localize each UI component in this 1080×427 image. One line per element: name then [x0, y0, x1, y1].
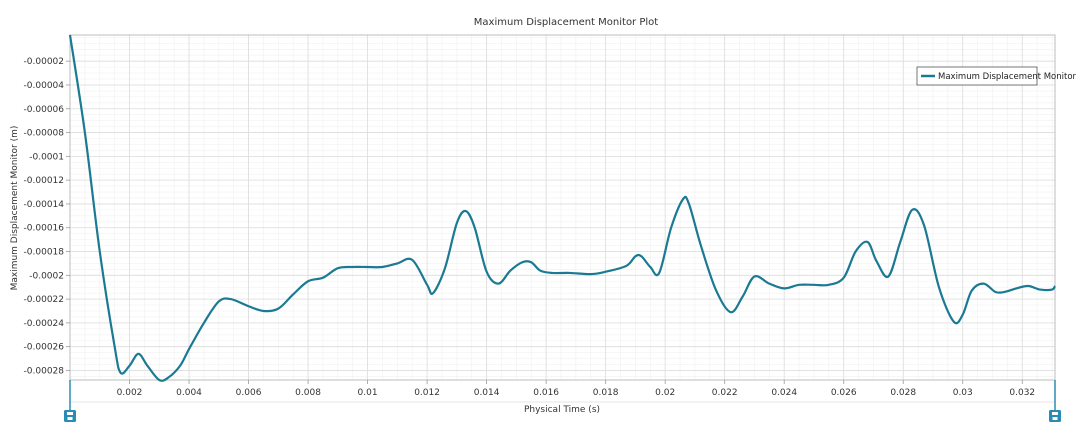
legend[interactable]: Maximum Displacement Monitor	[916, 66, 1077, 86]
y-tick-label: -0.00022	[24, 295, 64, 305]
y-tick-label: -0.00008	[24, 129, 65, 139]
legend-label: Maximum Displacement Monitor	[938, 72, 1077, 82]
y-tick-label: -0.00016	[24, 224, 65, 234]
y-tick-label: -0.00026	[24, 343, 65, 353]
x-tick-label: 0.028	[890, 388, 916, 398]
y-axis-ticks: -0.00002 -0.00004 -0.00006 -0.00008 -0.0001 -…	[24, 57, 70, 376]
y-tick-label: -0.0002	[29, 271, 64, 281]
x-axis-title: Physical Time (s)	[524, 405, 600, 415]
major-gridlines	[70, 35, 1055, 380]
x-tick-label: 0.014	[474, 388, 500, 398]
x-tick-label: 0.01	[358, 388, 378, 398]
x-tick-label: 0.008	[295, 388, 321, 398]
x-tick-label: 0.018	[593, 388, 619, 398]
x-tick-label: 0.016	[533, 388, 559, 398]
y-tick-label: -0.00002	[24, 57, 64, 67]
minor-gridlines	[69, 35, 1055, 380]
y-tick-label: -0.00004	[24, 81, 65, 91]
x-tick-label: 0.022	[712, 388, 738, 398]
y-tick-label: -0.00014	[24, 200, 65, 210]
y-tick-label: -0.00012	[24, 176, 64, 186]
series-line-0	[68, 34, 1056, 382]
y-axis-title: Maximum Displacement Monitor (m)	[10, 126, 20, 291]
y-tick-label: -0.00018	[24, 248, 65, 258]
y-tick-label: -0.00024	[24, 319, 65, 329]
y-tick-label: -0.00028	[24, 366, 65, 376]
range-handle-right[interactable]	[1049, 380, 1061, 422]
x-tick-label: 0.032	[1009, 388, 1035, 398]
range-slider[interactable]	[64, 380, 1061, 422]
legend-box	[916, 66, 1038, 86]
x-tick-label: 0.026	[831, 388, 857, 398]
plot-area-frame	[69, 34, 1056, 381]
series-layer	[68, 34, 1056, 382]
x-tick-label: 0.006	[236, 388, 262, 398]
x-axis-ticks: 0.002 0.004 0.006 0.008 0.01 0.012 0.014 0.016 0…	[117, 380, 1035, 398]
x-tick-label: 0.004	[176, 388, 202, 398]
y-tick-label: -0.00006	[24, 105, 65, 115]
y-tick-label: -0.0001	[29, 152, 64, 162]
slider-handle-icon	[1049, 410, 1061, 422]
slider-handle-icon	[64, 410, 76, 422]
x-tick-label: 0.03	[953, 388, 973, 398]
x-tick-label: 0.024	[771, 388, 797, 398]
range-handle-left[interactable]	[64, 380, 76, 422]
x-tick-label: 0.002	[117, 388, 143, 398]
x-tick-label: 0.012	[414, 388, 440, 398]
x-tick-label: 0.02	[655, 388, 675, 398]
chart-title: Maximum Displacement Monitor Plot	[474, 17, 658, 28]
